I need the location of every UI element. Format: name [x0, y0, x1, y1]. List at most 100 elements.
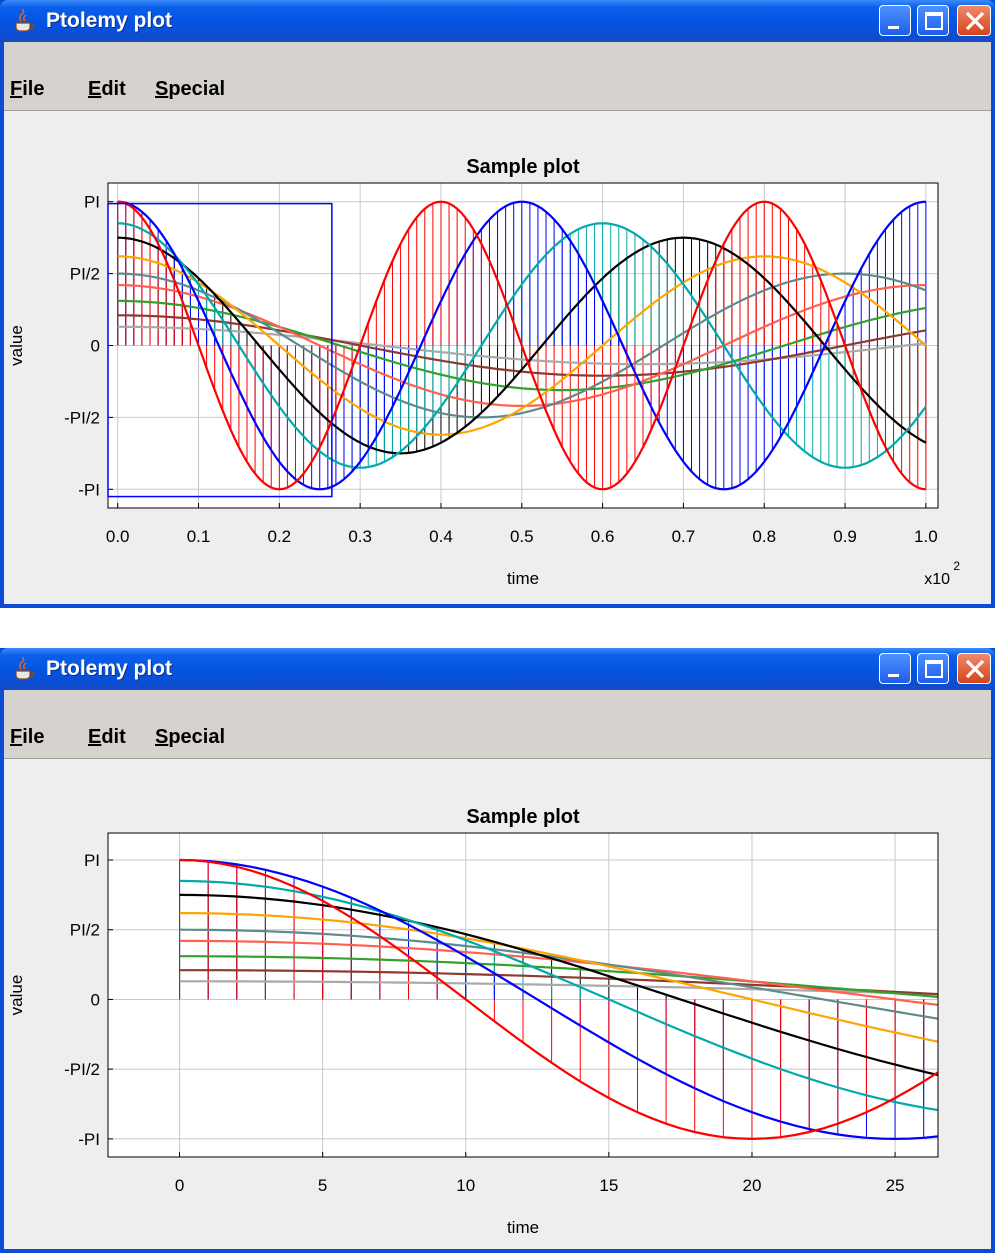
- x-tick-label: 0.0: [106, 527, 130, 546]
- x-tick-label: 5: [318, 1176, 327, 1195]
- series-line: [117, 255, 927, 436]
- x-tick-label: 0.2: [268, 527, 292, 546]
- menu-bar: [4, 42, 991, 110]
- y-axis-label: value: [7, 325, 26, 366]
- series-line: [117, 200, 927, 491]
- x-tick-label: 20: [743, 1176, 762, 1195]
- x-tick-label: 0.8: [752, 527, 776, 546]
- series-line: [179, 893, 938, 1077]
- x-exponent-label: x10: [924, 571, 950, 588]
- y-tick-label: 0: [91, 990, 100, 1009]
- series-line: [179, 939, 938, 1007]
- x-tick-label: 0.7: [672, 527, 696, 546]
- x-tick-label: 0.6: [591, 527, 615, 546]
- y-axis-label: value: [7, 975, 26, 1016]
- y-tick-label: PI/2: [70, 921, 100, 940]
- plot-window-2: Ptolemy plot File Edit Special 0 5 10 15 20 2…: [0, 648, 995, 1253]
- java-cup-icon: [15, 657, 35, 680]
- minimize-icon: [888, 26, 899, 29]
- maximize-icon: [925, 12, 943, 30]
- x-axis-label: time: [507, 569, 539, 588]
- plot-window-1: Ptolemy plot File Edit Special 0.0 0.1 0.2…: [0, 0, 995, 608]
- plot-series-group: [179, 858, 938, 1141]
- x-tick-label: 1.0: [914, 527, 938, 546]
- menu-edit[interactable]: Edit: [88, 726, 126, 749]
- x-tick-label: 0.9: [833, 527, 857, 546]
- x-tick-label: 0.5: [510, 527, 534, 546]
- series-line: [117, 325, 927, 366]
- series-line: [179, 928, 938, 1020]
- x-tick-label: 0.3: [348, 527, 372, 546]
- menu-edit-mnemonic: E: [88, 78, 102, 100]
- close-icon: [965, 11, 985, 31]
- close-button[interactable]: [957, 653, 991, 684]
- title-bar[interactable]: Ptolemy plot: [0, 0, 995, 42]
- x-tick-label: 0.1: [187, 527, 211, 546]
- maximize-icon: [925, 660, 943, 678]
- series-line: [179, 858, 938, 1141]
- series-line: [117, 314, 927, 377]
- menu-edit-label: dit: [101, 726, 126, 748]
- plot-frame: [107, 832, 939, 1158]
- menu-file-mnemonic: F: [10, 78, 23, 100]
- chart-title: Sample plot: [466, 806, 580, 828]
- maximize-button[interactable]: [917, 653, 949, 684]
- window-title: Ptolemy plot: [46, 9, 173, 32]
- menu-edit-mnemonic: E: [88, 726, 102, 748]
- series-line: [179, 858, 938, 1141]
- x-exponent-sup: 2: [953, 559, 960, 573]
- series-line: [117, 299, 927, 392]
- x-tick-label: 25: [886, 1176, 905, 1195]
- y-tick-label: -PI: [78, 480, 100, 499]
- title-bar[interactable]: Ptolemy plot: [0, 648, 995, 690]
- plot-area[interactable]: 0 5 10 15 20 25 PI PI/2 0 -PI/2 -PI Sample plot time…: [4, 758, 991, 1249]
- java-cup-icon: [15, 9, 35, 32]
- series-line: [179, 911, 938, 1043]
- y-tick-label: -PI: [78, 1130, 100, 1149]
- y-tick-label: -PI/2: [64, 1060, 100, 1079]
- minimize-button[interactable]: [879, 653, 911, 684]
- menu-file-mnemonic: F: [10, 726, 23, 748]
- menu-special-label: pecial: [168, 78, 226, 100]
- menu-bar: [4, 690, 991, 758]
- menu-special-mnemonic: S: [155, 726, 169, 748]
- x-tick-label: 0.4: [429, 527, 453, 546]
- y-tick-label: PI/2: [70, 265, 100, 284]
- y-tick-label: 0: [91, 337, 100, 356]
- menu-special-label: pecial: [168, 726, 226, 748]
- series-line: [179, 955, 938, 999]
- chart-title: Sample plot: [466, 156, 580, 178]
- x-tick-label: 10: [456, 1176, 475, 1195]
- series-line: [117, 272, 927, 419]
- y-tick-label: -PI/2: [64, 408, 100, 427]
- plot-area[interactable]: 0.0 0.1 0.2 0.3 0.4 0.5 0.6 0.7 0.8 0.9 1.0 PI PI/2 0…: [4, 110, 991, 604]
- x-tick-label: 0: [175, 1176, 184, 1195]
- menu-special[interactable]: Special: [155, 78, 225, 101]
- close-button[interactable]: [957, 5, 991, 36]
- menu-edit[interactable]: Edit: [88, 78, 126, 101]
- menu-special-mnemonic: S: [155, 78, 169, 100]
- menu-file[interactable]: File: [10, 726, 44, 749]
- plot-series-group: [117, 200, 927, 491]
- minimize-icon: [888, 674, 899, 677]
- menu-file-label: ile: [22, 78, 45, 100]
- x-tick-label: 15: [599, 1176, 618, 1195]
- menu-edit-label: dit: [101, 78, 126, 100]
- zoom-box: [107, 202, 333, 498]
- y-tick-label: PI: [84, 851, 100, 870]
- close-icon: [965, 659, 985, 679]
- y-tick-label: PI: [84, 193, 100, 212]
- window-title: Ptolemy plot: [46, 657, 173, 680]
- series-line: [117, 222, 927, 469]
- series-line: [117, 236, 927, 455]
- maximize-button[interactable]: [917, 5, 949, 36]
- x-axis-label: time: [507, 1218, 539, 1237]
- menu-file[interactable]: File: [10, 78, 44, 101]
- sample-plot-2[interactable]: 0 5 10 15 20 25 PI PI/2 0 -PI/2 -PI Sample plot time…: [4, 759, 991, 1250]
- sample-plot-1[interactable]: 0.0 0.1 0.2 0.3 0.4 0.5 0.6 0.7 0.8 0.9 1.0 PI PI/2 0…: [4, 111, 991, 605]
- menu-file-label: ile: [22, 726, 45, 748]
- minimize-button[interactable]: [879, 5, 911, 36]
- series-line: [117, 200, 926, 491]
- series-line: [117, 284, 926, 407]
- menu-special[interactable]: Special: [155, 726, 225, 749]
